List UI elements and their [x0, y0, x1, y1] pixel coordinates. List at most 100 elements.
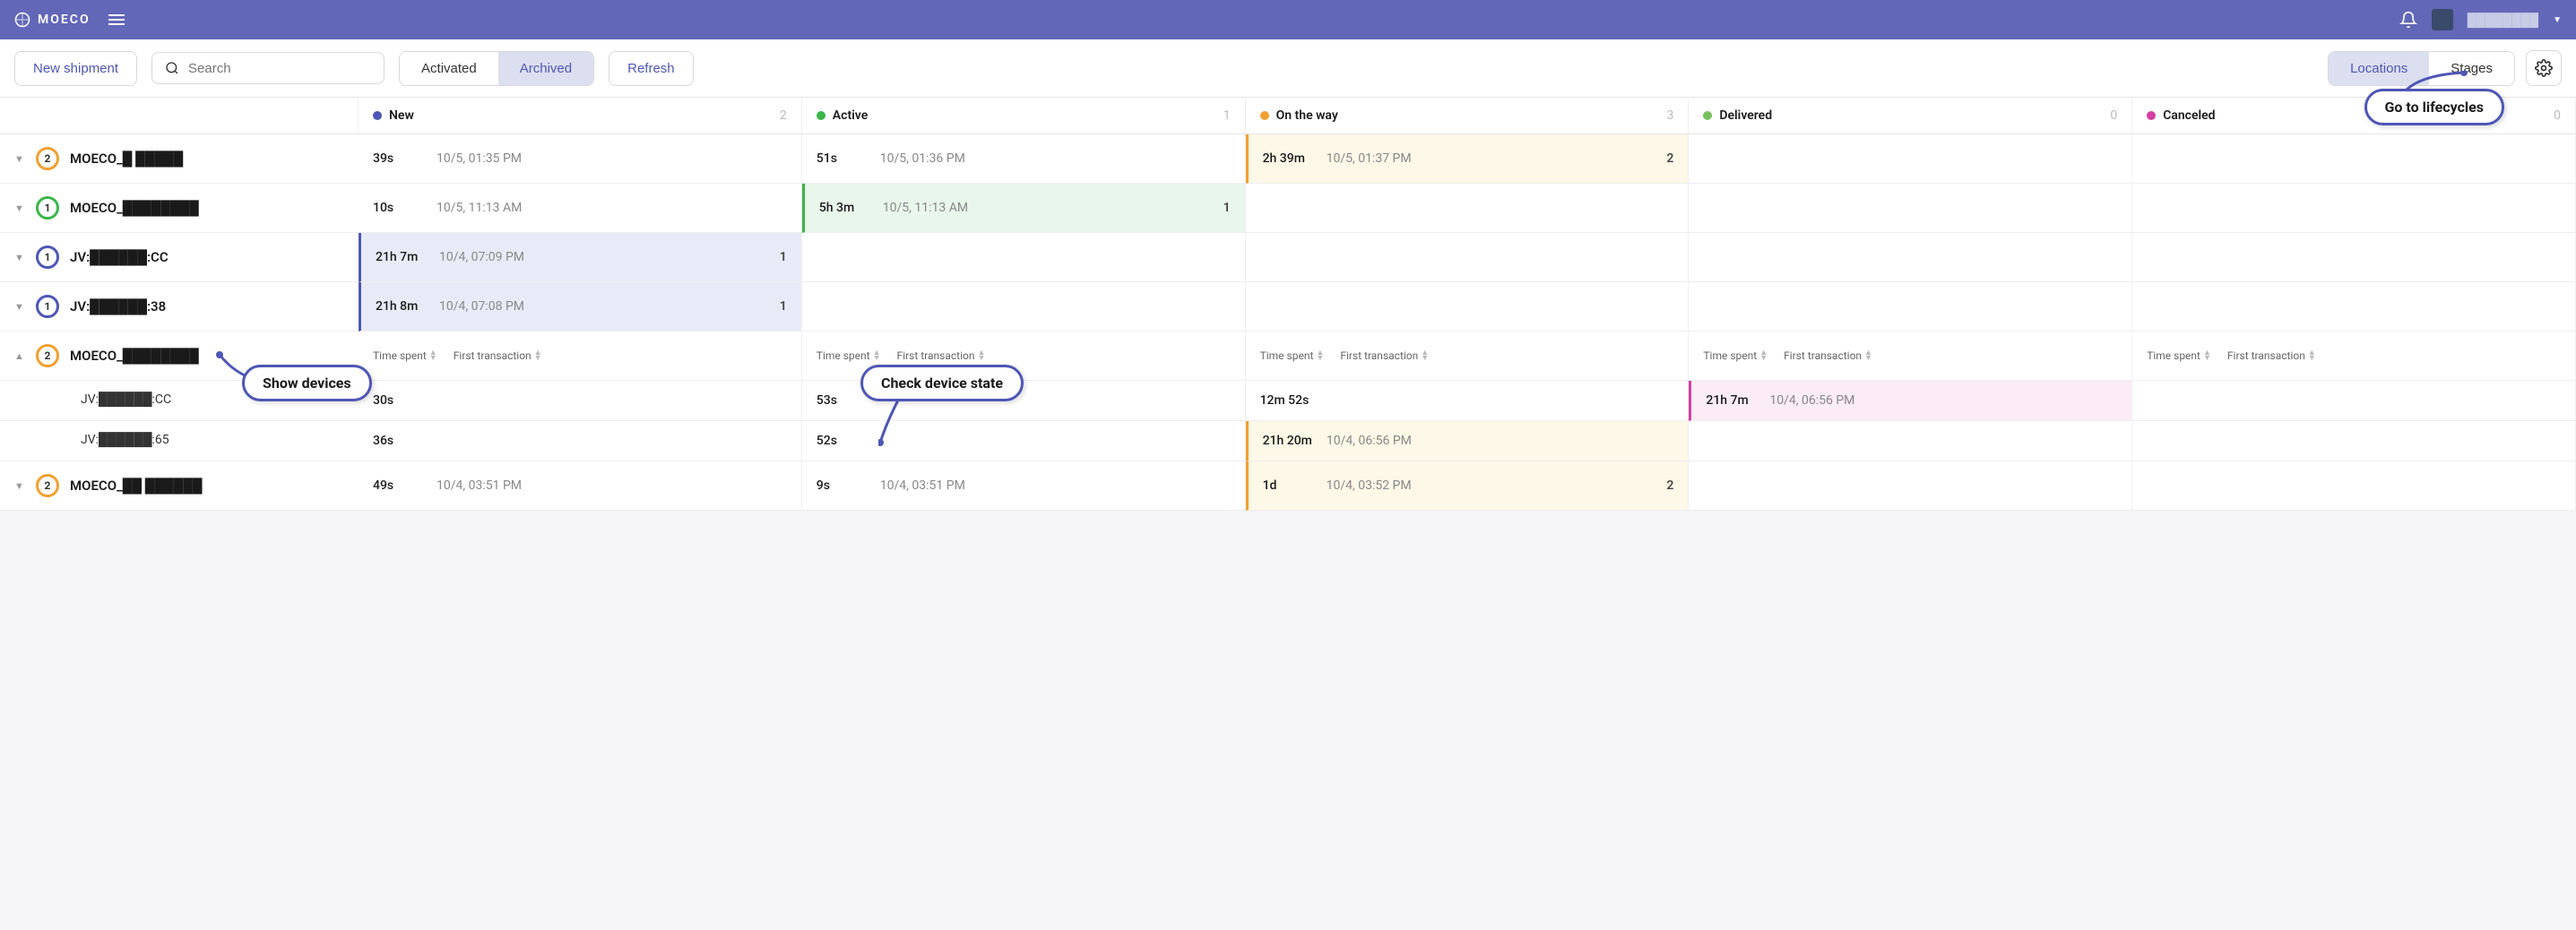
shipment-row[interactable]: ▼ 2 MOECO_██ ██████ — [0, 461, 359, 511]
data-cell: 10s10/5, 11:13 AM — [359, 184, 802, 233]
data-cell — [2132, 421, 2576, 461]
expand-icon[interactable]: ▼ — [14, 202, 25, 214]
new-shipment-button[interactable]: New shipment — [14, 51, 137, 86]
column-header[interactable]: New 2 — [359, 98, 802, 134]
shipment-row[interactable]: ▼ 1 JV:██████:38 — [0, 282, 359, 332]
timestamp: 10/5, 01:35 PM — [437, 151, 787, 166]
data-cell — [1689, 134, 2132, 184]
data-cell: 51s10/5, 01:36 PM — [802, 134, 1246, 184]
refresh-button[interactable]: Refresh — [609, 51, 694, 86]
data-cell — [2132, 233, 2576, 282]
callout-show-devices: Show devices — [242, 365, 372, 401]
sub-header: Time spent ▲▼ First transaction ▲▼ — [1246, 332, 1690, 381]
data-cell — [2132, 461, 2576, 511]
column-header[interactable]: Delivered 0 — [1689, 98, 2132, 134]
timestamp: 10/4, 06:56 PM — [1769, 393, 2117, 408]
sort-time-spent[interactable]: Time spent ▲▼ — [373, 340, 437, 371]
timestamp: 10/5, 11:13 AM — [883, 201, 1209, 215]
shipment-name: JV:██████:38 — [70, 298, 166, 314]
data-cell — [2132, 184, 2576, 233]
data-cell: 9s10/4, 03:51 PM — [802, 461, 1246, 511]
hamburger-menu-icon[interactable] — [108, 14, 125, 25]
time-spent: 39s — [373, 151, 422, 166]
data-cell: 5h 3m 10/5, 11:13 AM 1 — [802, 184, 1246, 233]
expand-icon[interactable]: ▲ — [14, 350, 25, 362]
sub-header: Time spent ▲▼ First transaction ▲▼ — [359, 332, 802, 381]
column-count: 0 — [2554, 108, 2561, 123]
count: 1 — [1223, 201, 1231, 215]
data-cell: 1d 10/4, 03:52 PM 2 — [1246, 461, 1690, 511]
shipment-name: MOECO_████████ — [70, 348, 199, 364]
view-locations[interactable]: Locations — [2329, 52, 2429, 85]
data-cell — [1689, 184, 2132, 233]
column-header[interactable]: Active 1 — [802, 98, 1246, 134]
data-cell: 49s10/4, 03:51 PM — [359, 461, 802, 511]
sort-time-spent[interactable]: Time spent ▲▼ — [1260, 340, 1325, 371]
avatar[interactable] — [2432, 9, 2453, 30]
sort-time-spent[interactable]: Time spent ▲▼ — [2147, 340, 2211, 371]
callout-lifecycles: Go to lifecycles — [2364, 89, 2505, 125]
time-spent: 30s — [373, 393, 422, 408]
column-label: Canceled — [2163, 108, 2215, 123]
time-spent: 52s — [817, 434, 866, 448]
timestamp: 10/5, 01:37 PM — [1327, 151, 1653, 166]
sort-time-spent[interactable]: Time spent ▲▼ — [1703, 340, 1768, 371]
data-cell: 2h 39m10/5, 01:37 PM2 — [1246, 134, 1690, 184]
search-wrap — [151, 52, 385, 84]
data-cell: 39s 10/5, 01:35 PM — [359, 134, 802, 184]
header-bar: MOECO ████████ ▼ — [0, 0, 2576, 39]
shipment-name: MOECO_████████ — [70, 200, 199, 216]
count-badge: 1 — [36, 245, 59, 269]
shipment-row[interactable]: ▼ 1 MOECO_████████ — [0, 184, 359, 233]
data-cell: 21h 7m10/4, 07:09 PM1 — [359, 233, 802, 282]
sort-first-tx[interactable]: First transaction ▲▼ — [1784, 340, 1872, 371]
view-stages[interactable]: Stages — [2429, 52, 2514, 85]
time-spent: 5h 3m — [819, 201, 869, 215]
device-row[interactable]: JV:██████:65 — [0, 421, 359, 461]
expand-icon[interactable]: ▼ — [14, 301, 25, 313]
sub-header: Time spent ▲▼ First transaction ▲▼ — [2132, 332, 2576, 381]
time-spent: 36s — [373, 434, 422, 448]
count-badge: 1 — [36, 196, 59, 220]
timestamp: 10/4, 03:52 PM — [1327, 478, 1653, 493]
count: 2 — [1666, 151, 1673, 166]
tab-activated[interactable]: Activated — [400, 52, 498, 85]
timestamp: 10/4, 06:56 PM — [1327, 434, 1674, 448]
bell-icon[interactable] — [2399, 11, 2417, 29]
time-spent: 53s — [817, 393, 866, 408]
expand-icon[interactable]: ▼ — [14, 252, 25, 263]
column-count: 3 — [1667, 108, 1674, 123]
column-header[interactable]: On the way 3 — [1246, 98, 1690, 134]
data-cell: 36s — [359, 421, 802, 461]
expand-icon[interactable]: ▼ — [14, 480, 25, 492]
shipment-row[interactable]: ▼ 1 JV:██████:CC — [0, 233, 359, 282]
count-badge: 2 — [36, 474, 59, 497]
time-spent: 9s — [817, 478, 866, 493]
count-badge: 2 — [36, 344, 59, 367]
chevron-down-icon[interactable]: ▼ — [2553, 15, 2562, 25]
count: 2 — [1666, 478, 1673, 493]
shipment-row[interactable]: ▼ 2 MOECO_█ █████ — [0, 134, 359, 184]
toolbar: New shipment Activated Archived Refresh … — [0, 39, 2576, 98]
status-dot-icon — [373, 111, 382, 120]
data-cell: 30s — [359, 381, 802, 421]
data-cell — [1689, 233, 2132, 282]
data-cell: 21h 20m10/4, 06:56 PM — [1246, 421, 1690, 461]
search-input[interactable] — [188, 61, 371, 76]
sub-header: Time spent ▲▼ First transaction ▲▼ — [1689, 332, 2132, 381]
tab-archived[interactable]: Archived — [498, 52, 593, 85]
settings-button[interactable] — [2526, 50, 2562, 86]
status-dot-icon — [1703, 111, 1712, 120]
status-segment: Activated Archived — [399, 51, 594, 86]
time-spent: 21h 7m — [1706, 393, 1755, 408]
logo[interactable]: MOECO — [14, 12, 91, 28]
column-header[interactable]: Canceled 0 — [2132, 98, 2576, 134]
column-count: 0 — [2110, 108, 2117, 123]
sort-first-tx[interactable]: First transaction ▲▼ — [1340, 340, 1429, 371]
expand-icon[interactable]: ▼ — [14, 153, 25, 165]
time-spent: 51s — [817, 151, 866, 166]
sort-first-tx[interactable]: First transaction ▲▼ — [454, 340, 542, 371]
time-spent: 1d — [1263, 478, 1312, 493]
column-label: Delivered — [1719, 108, 1772, 123]
sort-first-tx[interactable]: First transaction ▲▼ — [2227, 340, 2316, 371]
